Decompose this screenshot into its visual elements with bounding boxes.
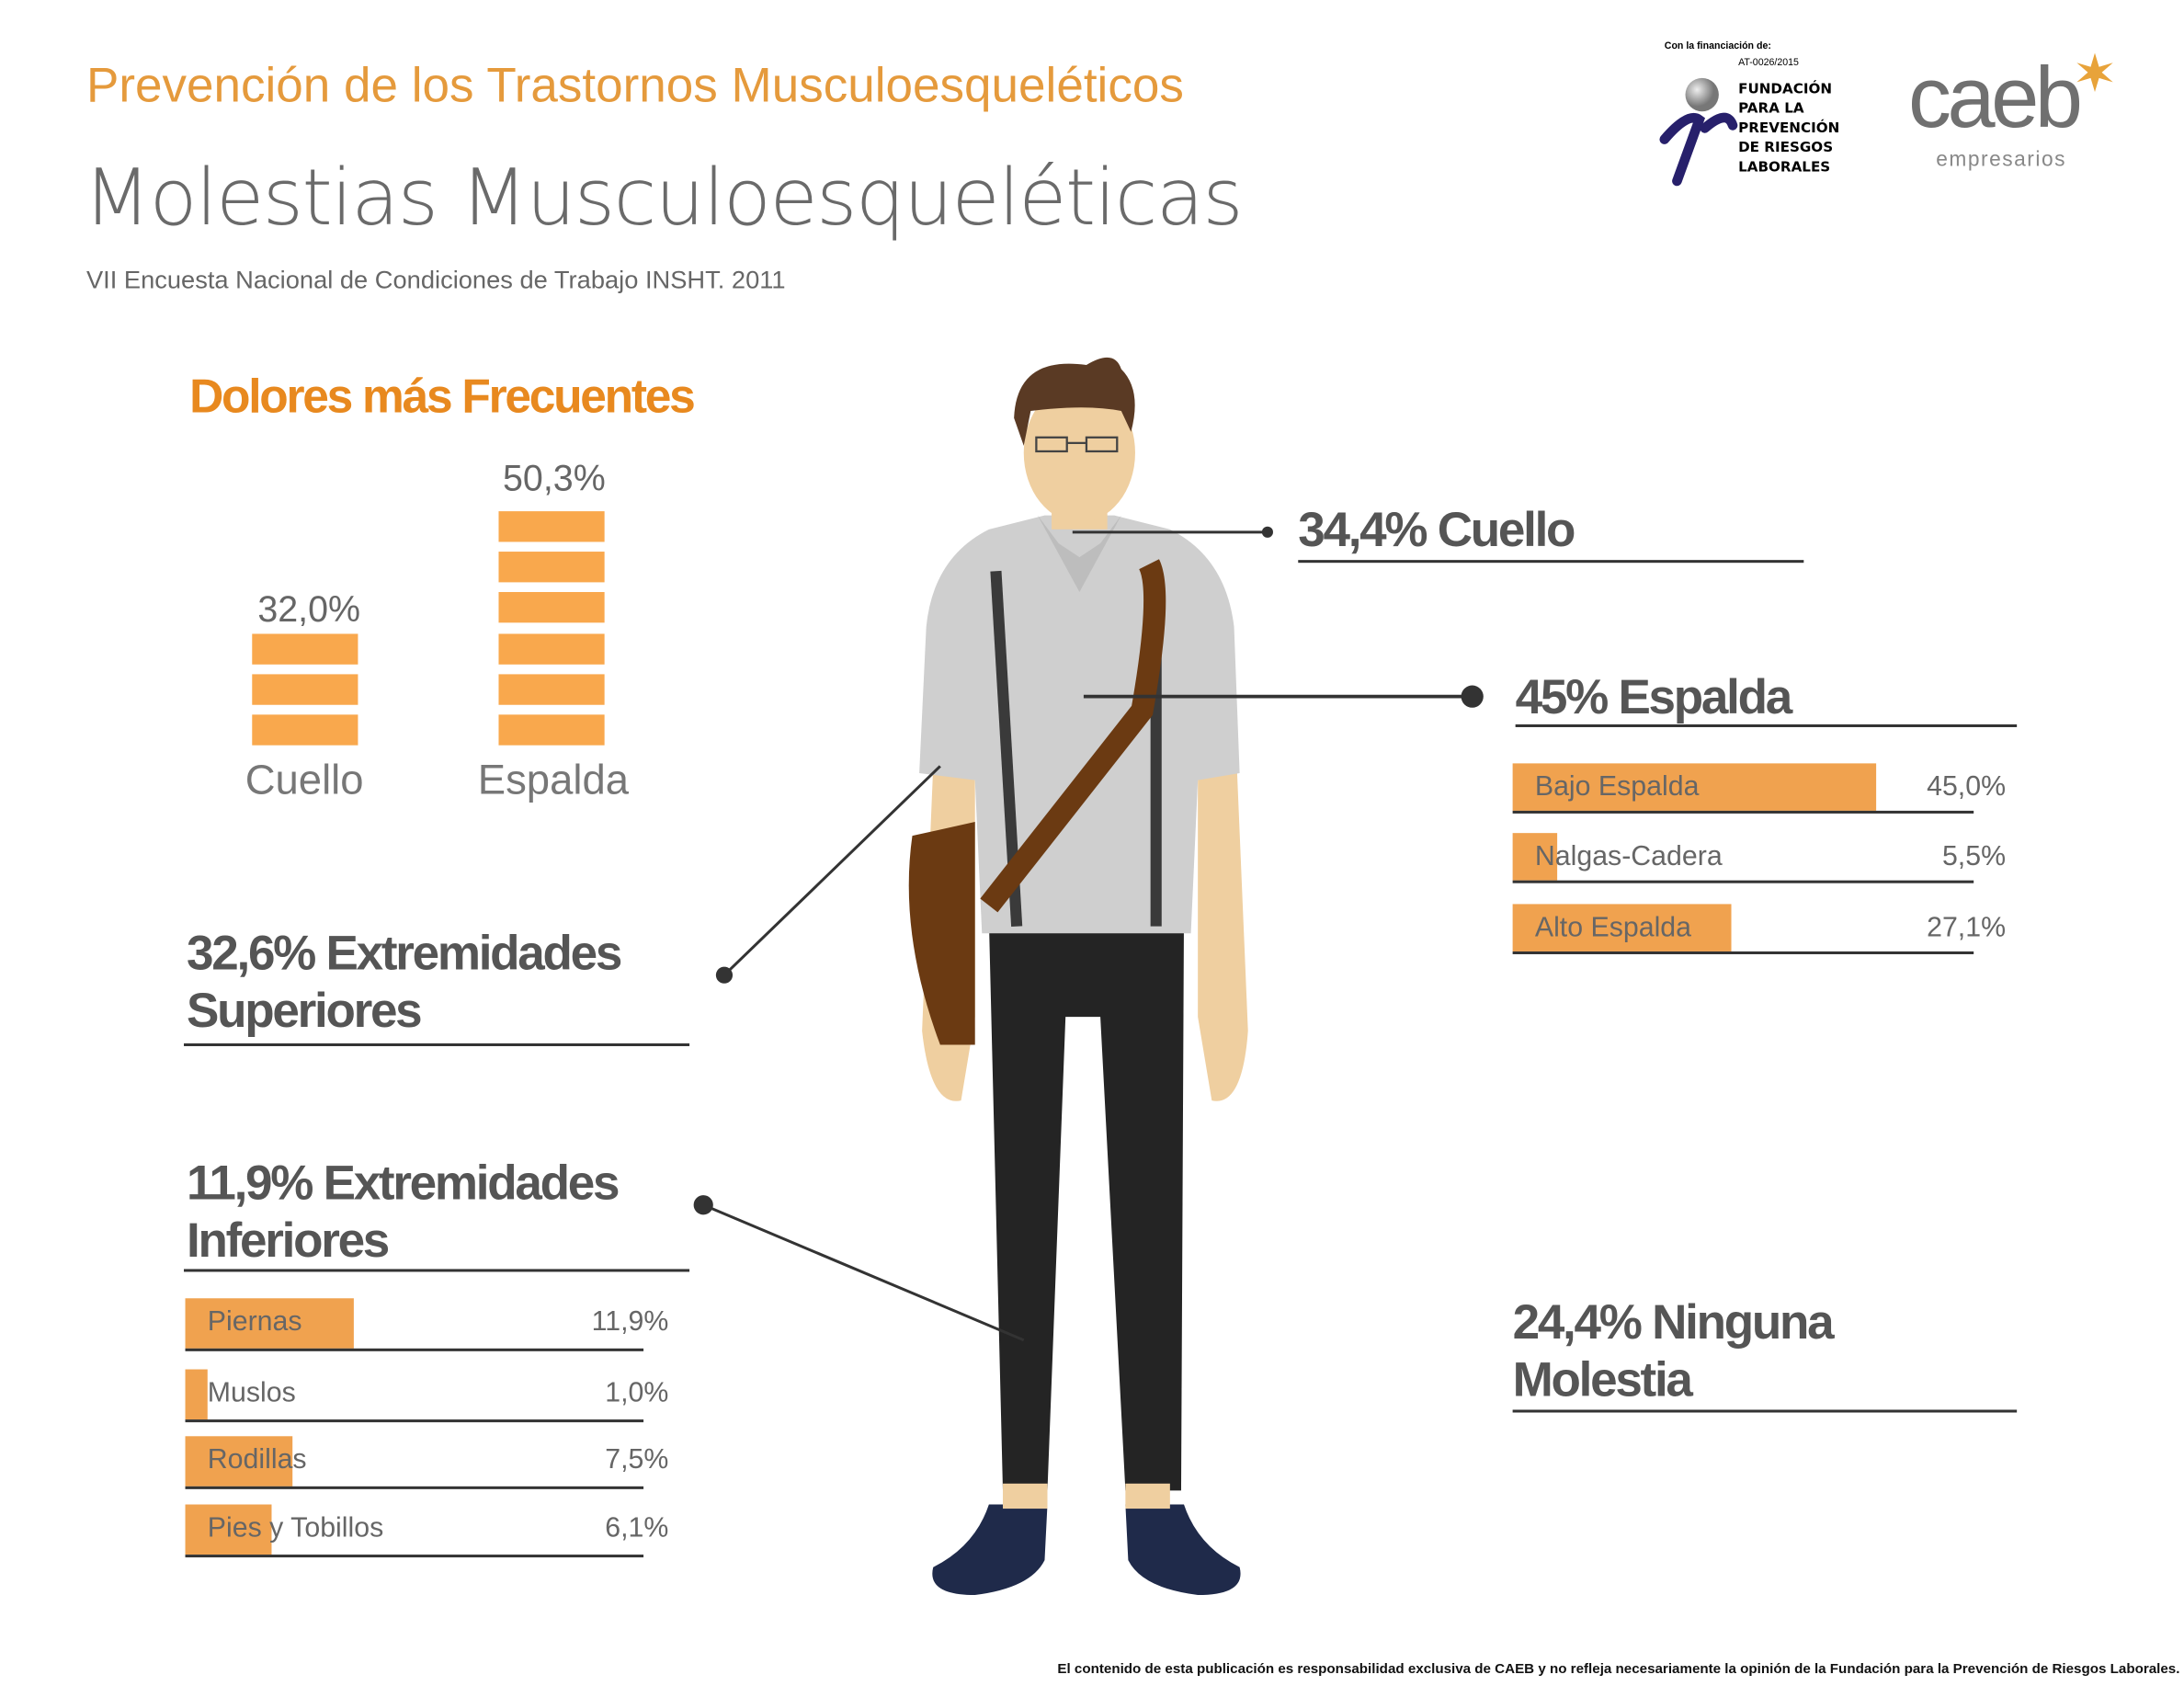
lower-callout-line1: 11,9% Extremidades	[187, 1156, 620, 1211]
breakdown-value: 5,5%	[1941, 841, 2007, 872]
pain-bar-block	[252, 632, 358, 665]
foundation-line: PREVENCIÓN	[1738, 120, 1840, 137]
neck-value: 32,0%	[257, 587, 361, 630]
disclaimer: El contenido de esta publicación es resp…	[1057, 1661, 2180, 1678]
pain-bar-block	[498, 714, 605, 746]
breakdown-label: Piernas	[207, 1306, 302, 1338]
star-icon	[2076, 52, 2113, 93]
neck-label: Cuello	[245, 758, 364, 804]
foundation-line: DE RIESGOS	[1738, 141, 1834, 156]
funding-label: Con la financiación de:	[1664, 41, 1771, 52]
divider	[185, 1486, 644, 1489]
breakdown-bar	[185, 1504, 272, 1555]
caeb-logo: caeb empresarios	[1907, 50, 2113, 172]
upper-callout-line2: Superiores	[187, 983, 423, 1038]
none-callout: 24,4% Ninguna Molestia	[1512, 1294, 1835, 1408]
divider	[185, 1419, 644, 1423]
breakdown-label: Bajo Espalda	[1534, 771, 1700, 803]
pain-bar-block	[498, 552, 605, 583]
breakdown-value: 1,0%	[605, 1377, 669, 1408]
breakdown-bar	[185, 1369, 208, 1420]
back-dot	[1461, 685, 1484, 708]
breakdown-label: Muslos	[207, 1377, 296, 1408]
foundation-line: LABORALES	[1738, 160, 1831, 176]
caeb-subtitle: empresarios	[1936, 147, 2066, 172]
lower-callout-line2: Inferiores	[187, 1213, 390, 1268]
funding-code: AT-0026/2015	[1738, 58, 1799, 69]
divider	[1512, 810, 1974, 814]
divider	[184, 1269, 690, 1272]
breakdown-bar	[185, 1436, 292, 1487]
upper-dot	[715, 966, 734, 984]
page-title: Molestias Musculoesqueléticas	[83, 153, 1244, 245]
breakdown-value: 7,5%	[605, 1444, 669, 1475]
caeb-wordmark: caeb	[1907, 50, 2083, 147]
lower-callout: 11,9% Extremidades Inferiores	[187, 1155, 620, 1269]
none-callout-line2: Molestia	[1512, 1352, 1693, 1407]
back-label: Espalda	[477, 758, 630, 804]
pain-bar-block	[498, 592, 605, 623]
upper-callout-line1: 32,6% Extremidades	[187, 926, 622, 981]
breakdown-label: Alto Espalda	[1534, 912, 1692, 943]
breakdown-value: 6,1%	[605, 1512, 669, 1544]
breakdown-bar	[1512, 904, 1732, 951]
pain-bar-block	[252, 714, 358, 746]
back-value: 50,3%	[503, 457, 606, 499]
kicker-title: Prevención de los Trastornos Musculoesqu…	[85, 58, 1184, 113]
foundation-line: FUNDACIÓN	[1738, 82, 1833, 98]
breakdown-label: Nalgas-Cadera	[1534, 841, 1723, 872]
divider	[185, 1348, 644, 1351]
pain-bar-block	[252, 674, 358, 705]
back-callout: 45% Espalda	[1515, 669, 1793, 724]
none-callout-line1: 24,4% Ninguna	[1512, 1295, 1835, 1350]
foundation-figure-icon	[1659, 77, 1738, 187]
breakdown-bar	[1512, 833, 1557, 881]
divider	[1298, 560, 1804, 564]
foundation-logo: Con la financiación de: AT-0026/2015 FUN…	[1657, 41, 1852, 195]
person-illustration	[908, 357, 1248, 1596]
divider	[1512, 951, 1974, 954]
breakdown-label: Rodillas	[207, 1444, 307, 1475]
divider	[1512, 880, 1974, 883]
breakdown-value: 27,1%	[1927, 912, 2007, 943]
frequent-pains-title: Dolores más Frecuentes	[189, 370, 696, 424]
divider	[184, 1042, 690, 1046]
foundation-line: PARA LA	[1738, 101, 1804, 118]
breakdown-value: 45,0%	[1927, 771, 2007, 803]
pain-bar-block	[498, 511, 605, 542]
divider	[1515, 723, 2018, 727]
source-text: VII Encuesta Nacional de Condiciones de …	[85, 266, 786, 294]
upper-callout: 32,6% Extremidades Superiores	[187, 925, 622, 1039]
breakdown-bar	[185, 1298, 355, 1349]
breakdown-bar	[1512, 763, 1877, 811]
pain-bar-block	[498, 674, 605, 705]
pain-bar-block	[498, 632, 605, 665]
breakdown-value: 11,9%	[591, 1306, 669, 1338]
divider	[185, 1555, 644, 1558]
breakdown-label: Pies y Tobillos	[207, 1512, 384, 1544]
lower-dot	[693, 1195, 713, 1215]
neck-callout: 34,4% Cuello	[1298, 503, 1575, 558]
neck-dot	[1261, 526, 1273, 538]
divider	[1512, 1409, 2018, 1413]
